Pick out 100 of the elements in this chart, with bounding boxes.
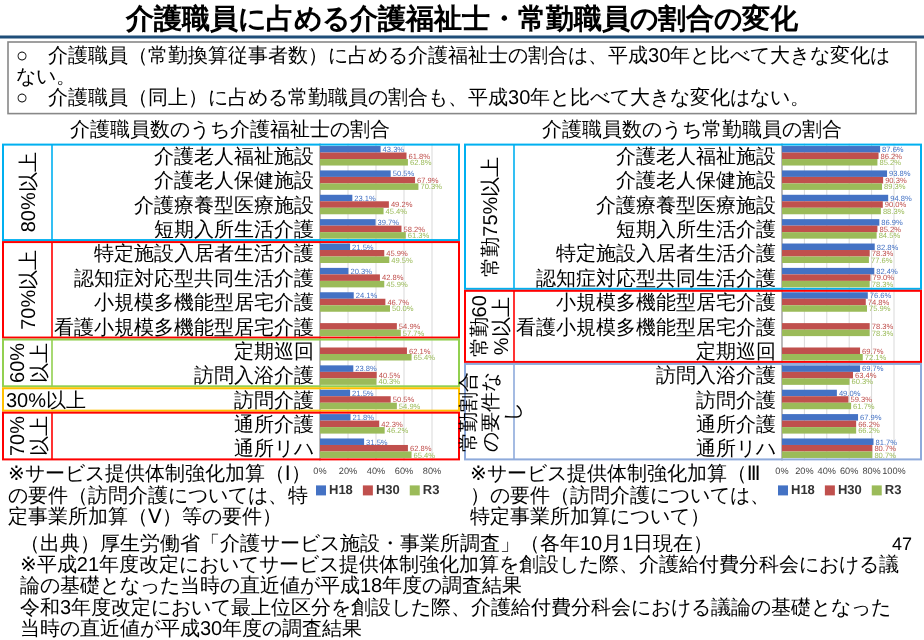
y-tick-label: 特定施設入居者生活介護 [556,242,776,267]
header: 介護職員に占める介護福祉士・常勤職員の割合の変化 ○ 介護職員（常勤換算従事者数）に占める介護福祉士の割合は、平成30年と比べて大きな変化はない。 ○ 介護職員（同上）に占める常勤職員の割合も、平成30年と比べて大きな変化はない。 [0,2,924,111]
bar [320,444,408,452]
y-tick-label: 訪問介護 [234,388,314,413]
y-tick-label: 訪問入浴介護 [194,364,314,389]
bar [320,389,351,397]
bar [782,414,859,421]
bar [320,292,354,299]
bar [320,420,380,428]
bar [782,201,883,208]
bar [782,267,875,275]
y-tick-label: 定期巡回 [234,339,314,364]
y-tick-label: 訪問介護 [696,388,776,413]
bar [782,274,871,281]
bar [320,438,365,445]
bar [782,176,884,184]
y-tick-label: 介護療養型医療施設 [134,193,314,218]
y-tick-label: 看護小規模多機能型居宅介護 [516,315,776,340]
bar [320,329,401,337]
bar [782,152,879,160]
bar [320,305,390,312]
bar [320,267,349,275]
bar [782,159,878,166]
bar [320,365,354,372]
y-tick-label: 小規模多機能型居宅介護 [94,291,314,316]
bar [782,250,870,257]
y-tick-label: 小規模多機能型居宅介護 [556,291,776,316]
text: 60%以上 [8,342,53,383]
bar [320,451,412,458]
y-tick-label: 介護老人福祉施設 [616,144,776,169]
bar [320,414,351,421]
bar [320,201,389,208]
y-tick-label: 通所介護 [234,413,314,438]
y-tick-label: 特定施設入居者生活介護 [94,242,314,267]
y-tick-label: 短期入所生活介護 [154,218,314,243]
bar [782,389,837,397]
bar [320,298,386,306]
bar [320,274,380,281]
bar [782,225,878,233]
text: 70%以上 [8,415,53,457]
bar [782,347,861,354]
bar [320,176,416,184]
bar [782,194,889,202]
bar [320,402,397,410]
bar [782,280,870,288]
bar [782,353,863,361]
bar [320,353,412,361]
bar [782,305,868,312]
bar [782,243,875,251]
text: ※サービス提供体制強化加算（Ⅰ）の要件（訪問介護については、特定事業所加算（Ⅴ）等の要件） [8,462,311,529]
bar [782,420,857,428]
bar [782,256,869,264]
y-tick-label: 通所リハ [234,437,314,462]
y-tick-label: 介護老人保健施設 [154,169,314,194]
y-tick-label: 短期入所生活介護 [616,218,776,243]
bar [320,347,407,354]
bar [782,427,857,434]
bar [320,371,377,379]
text: 70%以上 [17,249,42,330]
bar [320,396,391,403]
bar [320,170,391,177]
text: 令和3年度改定において最上位区分を創設した際、介護給付費分科会における議論の基礎となった当時の直近値が平成30年度の調査結果 [20,595,892,640]
bar [320,159,408,166]
bar [320,152,407,160]
bar [782,396,849,403]
bar [782,402,852,410]
y-tick-label: 通所リハ [696,437,776,462]
y-tick-label: 介護療養型医療施設 [596,193,776,218]
bar [782,298,866,306]
text: ※サービス提供体制強化加算（Ⅲ）の要件（訪問介護については、特定事業所加算について） [470,462,770,529]
bar [782,378,850,385]
bar [320,183,419,190]
y-tick-label: 定期巡回 [696,339,776,364]
bar [320,323,397,330]
text: 常勤60%以上 [468,294,515,358]
chart-title: 介護職員数のうち介護福祉士の割合 [70,117,390,142]
text: ※平成21年度改定においてサービス提供体制強化加算を創設した際、介護給付費分科会における議論の基礎となった当時の直近値が平成18年度の調査結果 [20,553,900,599]
bar [320,207,384,215]
text: 常勤割合の要件なし [457,371,526,452]
bar [320,378,377,385]
y-tick-label: 訪問入浴介護 [656,364,776,389]
bar [320,243,351,251]
bar [782,232,877,239]
bar [782,438,874,445]
text: 30%以上 [6,388,87,413]
bar [320,427,385,434]
y-tick-label: 介護老人保健施設 [616,169,776,194]
bar [782,365,861,372]
bar [782,146,881,153]
bar [782,219,880,226]
bar [320,232,406,239]
text: 47 [891,534,912,554]
y-tick-label: 認知症対応型共同生活介護 [536,266,776,291]
bar [782,451,873,458]
y-tick-label: 介護老人福祉施設 [154,144,314,169]
bar [320,225,402,233]
chart-title: 介護職員数のうち常勤職員の割合 [542,117,842,142]
text: （出典）厚生労働省「介護サービス施設・事業所調査」（各年10月1日現在） [20,532,714,556]
text: 常勤75%以上 [479,156,504,277]
bar [782,183,883,190]
